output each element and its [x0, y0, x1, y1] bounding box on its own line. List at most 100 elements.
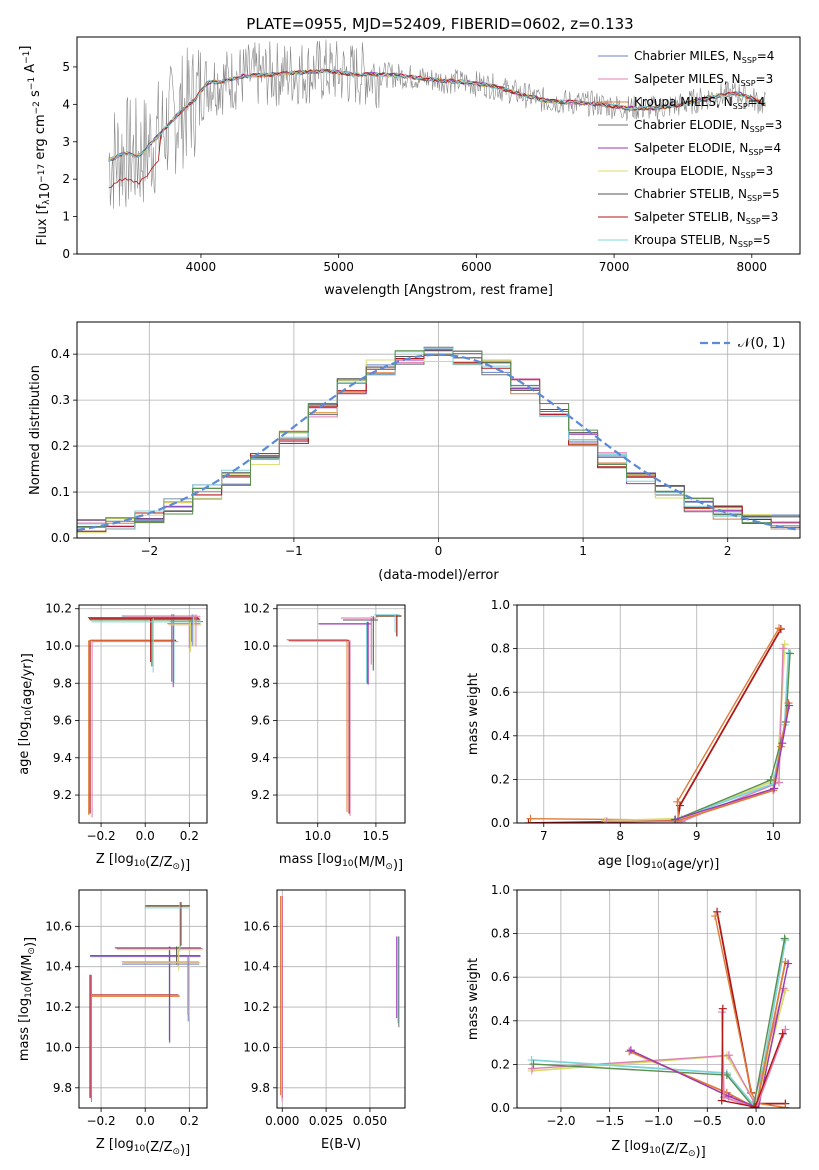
model-line: [109, 69, 766, 162]
data-marker: [754, 1104, 763, 1108]
y-axis-label: mass [log10(M/M⊙)]: [17, 937, 38, 1061]
panel-mass-vs-Z: −0.2 0.0 0.2 9.8 10.0 10.2 10.4 10.6 Z [log10(Z/…: [17, 889, 208, 1158]
panel-age-vs-Z: −0.2 0.0 0.2 9.2 9.4 9.6 9.8 10.0 10.2 Z [log10(Z…: [17, 602, 208, 873]
data-marker: [778, 739, 787, 748]
axes-frame: [78, 889, 208, 1109]
gaussian-curve: [77, 353, 800, 531]
y-tick-label: 9.8: [251, 1081, 270, 1095]
data-marker: [785, 649, 794, 658]
x-tick-label: −2: [140, 544, 158, 558]
x-axis-label: E(B-V): [321, 1137, 361, 1152]
y-tick-label: 10.6: [45, 919, 72, 933]
panel-residuals: −2 −1 0 1 2 0.0 0.1 0.2 0.3 0.4 𝒩(0, 1) (data-model…: [28, 321, 801, 583]
x-axis-label: (data-model)/error: [378, 568, 499, 583]
x-tick-label: 8: [616, 829, 624, 843]
data-marker: [724, 1051, 733, 1060]
weight-series: [675, 705, 790, 821]
y-tick-label: 1: [62, 210, 70, 224]
y-tick-label: 0.2: [51, 439, 70, 453]
x-tick-label: 10: [766, 829, 781, 843]
panel-age-vs-mass: 10.0 10.5 9.2 9.4 9.6 9.8 10.0 10.2 mass [log10(…: [243, 602, 406, 873]
y-tick-label: 0.4: [491, 1014, 510, 1028]
y-tick-label: 0.4: [491, 729, 510, 743]
y-tick-label: 0.2: [491, 772, 510, 786]
x-tick-label: 0.0: [136, 829, 155, 843]
y-tick-label: 9.4: [53, 751, 72, 765]
y-tick-label: 0.8: [491, 642, 510, 656]
axes-frame: [78, 604, 208, 824]
data-marker: [526, 814, 535, 823]
legend-label: 𝒩(0, 1): [738, 336, 785, 351]
x-tick-label: 2: [724, 544, 732, 558]
x-tick-label: −1.5: [595, 1114, 624, 1128]
x-tick-label: 1: [579, 544, 587, 558]
data-marker: [751, 1102, 760, 1108]
data-marker: [781, 1025, 790, 1034]
y-tick-label: 0.4: [51, 347, 70, 361]
x-tick-label: 0: [435, 544, 443, 558]
y-tick-label: 0.1: [51, 485, 70, 499]
weight-series: [720, 1008, 784, 1108]
legend-label: Salpeter STELIB, NSSP=3: [634, 210, 778, 226]
data-marker: [524, 819, 533, 823]
plot-area-age-vs-Z: [87, 614, 203, 818]
axes-frame: [276, 889, 406, 1109]
y-tick-label: 10.2: [45, 1000, 72, 1014]
y-axis-label: Normed distribution: [28, 365, 43, 495]
weight-series: [530, 627, 780, 821]
y-tick-label: 0: [62, 247, 70, 261]
y-tick-label: 9.8: [251, 676, 270, 690]
x-tick-label: −1: [285, 544, 303, 558]
x-tick-label: −0.5: [693, 1114, 722, 1128]
data-marker: [717, 1008, 726, 1017]
x-tick-label: 10.5: [363, 829, 390, 843]
x-tick-label: 0.2: [180, 1114, 199, 1128]
data-marker: [626, 1046, 635, 1055]
legend-label: Kroupa ELODIE, NSSP=3: [634, 164, 773, 180]
x-tick-label: 6000: [461, 260, 492, 274]
y-tick-label: 0.6: [491, 685, 510, 699]
x-tick-label: 8000: [737, 260, 768, 274]
y-tick-label: 10.0: [45, 1040, 72, 1054]
weight-series: [532, 988, 785, 1104]
weight-series: [630, 963, 789, 1108]
data-marker: [713, 907, 722, 916]
plot-area-spectrum: [108, 39, 766, 209]
data-marker: [770, 784, 779, 793]
data-marker: [671, 815, 680, 823]
data-marker: [784, 959, 793, 968]
x-tick-label: 7: [540, 829, 548, 843]
x-axis-label: age [log10(age/yr)]: [598, 854, 720, 872]
y-tick-label: 1.0: [491, 883, 510, 897]
data-marker: [774, 778, 783, 787]
legend-label: Salpeter MILES, NSSP=3: [634, 72, 773, 88]
y-tick-label: 0.6: [491, 970, 510, 984]
x-tick-label: −2.0: [546, 1114, 575, 1128]
y-tick-label: 0.0: [491, 1101, 510, 1115]
x-tick-label: 0.0: [747, 1114, 766, 1128]
x-axis-label: wavelength [Angstrom, rest frame]: [324, 283, 553, 298]
data-marker: [527, 1056, 536, 1065]
axes-frame: [76, 36, 801, 255]
y-tick-label: 9.4: [251, 751, 270, 765]
panel-mass-vs-ebv: 0.000 0.025 0.050 9.8 10.0 10.2 10.4 10.6 E(B-V): [243, 889, 406, 1152]
legend-label: Chabrier MILES, NSSP=4: [634, 49, 774, 65]
x-tick-label: 4000: [186, 260, 217, 274]
data-marker: [673, 797, 682, 806]
x-tick-label: 0.000: [265, 1114, 299, 1128]
x-tick-label: 7000: [599, 260, 630, 274]
data-marker: [711, 912, 720, 921]
data-marker: [779, 644, 788, 653]
x-tick-label: 0.050: [353, 1114, 387, 1128]
data-marker: [778, 1029, 787, 1038]
y-tick-label: 9.6: [53, 714, 72, 728]
histogram-series: [77, 358, 800, 534]
y-tick-label: 1.0: [491, 598, 510, 612]
plot-area-age-vs-mass: [286, 614, 402, 816]
x-tick-label: −1.0: [644, 1114, 673, 1128]
y-tick-label: 0.3: [51, 393, 70, 407]
x-tick-label: 0.025: [309, 1114, 343, 1128]
data-marker: [775, 624, 784, 633]
legend-label: Kroupa MILES, NSSP=4: [634, 95, 765, 111]
